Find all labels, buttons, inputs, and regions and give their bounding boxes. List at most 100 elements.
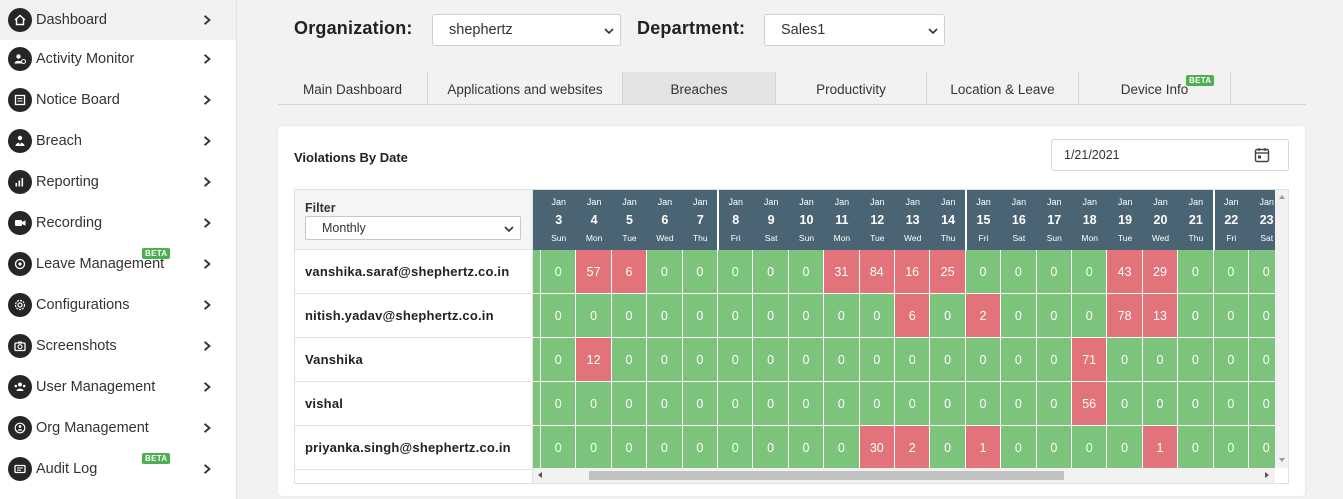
violation-cell[interactable]: 0	[788, 250, 825, 294]
sidebar-item-screenshots[interactable]: Screenshots	[0, 326, 236, 366]
violation-cell[interactable]: 0	[647, 338, 683, 382]
tab-device-info[interactable]: Device Info BETA	[1079, 72, 1231, 104]
violation-cell[interactable]: 0	[788, 338, 825, 382]
violation-cell[interactable]: 0	[1249, 250, 1275, 294]
violation-cell[interactable]: 0	[1001, 338, 1037, 382]
violation-cell[interactable]: 43	[1107, 250, 1143, 294]
sidebar-item-user-management[interactable]: User Management	[0, 367, 236, 407]
sidebar-item-leave-management[interactable]: Leave Management BETA	[0, 244, 236, 284]
sidebar-item-configurations[interactable]: Configurations	[0, 285, 236, 325]
violation-cell[interactable]: 0	[1072, 294, 1108, 338]
organization-select[interactable]: shephertz	[432, 14, 621, 46]
violation-cell[interactable]: 1	[965, 426, 1002, 468]
violation-cell[interactable]: 0	[718, 382, 754, 426]
sidebar-item-breach[interactable]: Breach	[0, 121, 236, 161]
violation-cell[interactable]: 0	[788, 382, 825, 426]
violation-cell[interactable]: 0	[1001, 426, 1037, 468]
violation-cell[interactable]: 0	[1001, 294, 1037, 338]
violation-cell[interactable]: 0	[541, 250, 577, 294]
violation-cell[interactable]: 13	[1142, 294, 1179, 338]
violation-cell[interactable]: 0	[1249, 426, 1275, 468]
violation-cell[interactable]: 0	[576, 382, 612, 426]
violation-cell[interactable]: 0	[1036, 426, 1072, 468]
violation-cell[interactable]: 0	[895, 382, 931, 426]
violation-cell[interactable]: 0	[930, 294, 966, 338]
calendar-icon[interactable]	[1254, 147, 1270, 163]
violation-cell[interactable]: 56	[1072, 382, 1108, 426]
tab-breaches[interactable]: Breaches	[623, 72, 776, 104]
violation-cell[interactable]: 0	[541, 382, 577, 426]
violation-cell[interactable]: 0	[647, 294, 683, 338]
violation-cell[interactable]: 0	[824, 294, 860, 338]
violation-cell[interactable]: 0	[718, 250, 754, 294]
violation-cell[interactable]: 25	[930, 250, 966, 294]
violation-cell[interactable]: 0	[576, 294, 612, 338]
violation-cell[interactable]: 0	[1142, 338, 1179, 382]
violation-cell[interactable]: 0	[1178, 382, 1214, 426]
tab-applications-and-websites[interactable]: Applications and websites	[428, 72, 623, 104]
violation-cell[interactable]: 0	[753, 338, 789, 382]
violation-cell[interactable]: 0	[965, 250, 1002, 294]
violation-cell[interactable]: 0	[718, 426, 754, 468]
violation-cell[interactable]: 0	[753, 250, 789, 294]
violation-cell[interactable]: 0	[682, 338, 718, 382]
violation-cell[interactable]: 29	[1142, 250, 1179, 294]
violation-cell[interactable]: 30	[859, 426, 895, 468]
violation-cell[interactable]: 0	[859, 338, 895, 382]
violation-cell[interactable]: 2	[965, 294, 1002, 338]
violation-cell[interactable]: 0	[930, 426, 966, 468]
violation-cell[interactable]: 0	[611, 382, 648, 426]
violation-cell[interactable]: 0	[611, 338, 648, 382]
violation-cell[interactable]: 0	[1213, 382, 1249, 426]
sidebar-item-org-management[interactable]: Org Management	[0, 408, 236, 448]
violation-cell[interactable]: 0	[611, 426, 648, 468]
violation-cell[interactable]: 0	[718, 338, 754, 382]
violation-cell[interactable]: 0	[541, 294, 577, 338]
violation-cell[interactable]: 0	[682, 250, 718, 294]
tab-location-and-leave[interactable]: Location & Leave	[927, 72, 1079, 104]
violation-cell[interactable]: 0	[1072, 250, 1108, 294]
violation-cell[interactable]: 0	[753, 382, 789, 426]
violation-cell[interactable]: 0	[1178, 294, 1214, 338]
scroll-left-arrow-icon[interactable]	[535, 470, 545, 480]
violation-cell[interactable]: 16	[895, 250, 931, 294]
horizontal-scroll-thumb[interactable]	[589, 471, 1064, 480]
violation-cell[interactable]: 0	[824, 338, 860, 382]
violation-cell[interactable]: 0	[682, 426, 718, 468]
violation-cell[interactable]: 0	[1178, 338, 1214, 382]
violation-cell[interactable]: 6	[611, 250, 648, 294]
violation-cell[interactable]: 0	[1213, 250, 1249, 294]
sidebar-item-audit-log[interactable]: Audit Log BETA	[0, 449, 236, 489]
date-picker-input[interactable]: 1/21/2021	[1051, 139, 1289, 171]
department-select[interactable]: Sales1	[764, 14, 945, 46]
violation-cell[interactable]: 0	[788, 294, 825, 338]
violation-cell[interactable]: 0	[824, 426, 860, 468]
violation-cell[interactable]: 0	[576, 426, 612, 468]
scroll-down-arrow-icon[interactable]	[1277, 455, 1287, 465]
violation-cell[interactable]: 0	[647, 250, 683, 294]
violation-cell[interactable]: 0	[965, 338, 1002, 382]
violation-cell[interactable]: 0	[824, 382, 860, 426]
violation-cell[interactable]: 84	[859, 250, 895, 294]
scroll-right-arrow-icon[interactable]	[1262, 470, 1272, 480]
violation-cell[interactable]: 0	[1036, 250, 1072, 294]
violation-cell[interactable]: 0	[1107, 338, 1143, 382]
violation-cell[interactable]: 0	[1142, 382, 1179, 426]
violation-cell[interactable]: 1	[1142, 426, 1179, 468]
sidebar-item-notice-board[interactable]: Notice Board	[0, 80, 236, 120]
vertical-scrollbar[interactable]	[1275, 190, 1288, 468]
violation-cell[interactable]: 2	[895, 426, 931, 468]
violation-cell[interactable]: 57	[576, 250, 612, 294]
violation-cell[interactable]: 0	[1107, 382, 1143, 426]
violation-cell[interactable]: 0	[1072, 426, 1108, 468]
violation-cell[interactable]: 0	[1036, 338, 1072, 382]
sidebar-item-recording[interactable]: Recording	[0, 203, 236, 243]
violation-cell[interactable]: 0	[753, 294, 789, 338]
violation-cell[interactable]: 0	[1249, 338, 1275, 382]
violation-cell[interactable]: 0	[1213, 338, 1249, 382]
sidebar-item-reporting[interactable]: Reporting	[0, 162, 236, 202]
violation-cell[interactable]: 0	[1213, 426, 1249, 468]
violation-cell[interactable]: 0	[930, 338, 966, 382]
violation-cell[interactable]: 0	[1178, 426, 1214, 468]
violation-cell[interactable]: 0	[1249, 294, 1275, 338]
